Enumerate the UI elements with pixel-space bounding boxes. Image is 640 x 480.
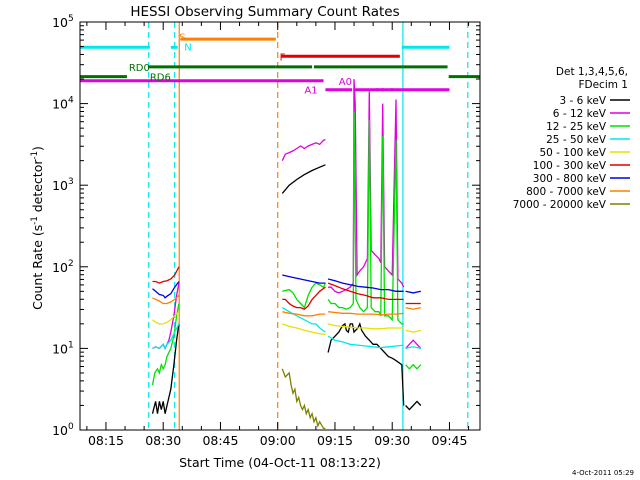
series-4-segment-1 (282, 323, 326, 336)
series-2-segment-0 (151, 303, 180, 386)
legend-label: 6 - 12 keV (553, 108, 607, 120)
series-7-segment-0 (152, 294, 180, 305)
x-tick-label: 09:00 (260, 433, 296, 448)
series-3-segment-2 (327, 335, 404, 349)
annotation-n: N (184, 42, 191, 53)
series-7-segment-1 (282, 311, 326, 317)
series-7-segment-3 (405, 306, 421, 310)
legend-label: 100 - 300 keV (533, 160, 607, 172)
series-2 (151, 111, 422, 386)
series-4-segment-2 (327, 323, 404, 330)
series-3-segment-3 (405, 346, 421, 350)
series-1-segment-2 (328, 79, 405, 294)
series-0-segment-0 (151, 323, 180, 414)
series-6-segment-1 (282, 274, 326, 284)
annotation-rd0: RD0 (129, 63, 150, 74)
y-tick-exponent: 2 (68, 259, 74, 269)
series-0-segment-3 (405, 400, 422, 411)
legend-label: 12 - 25 keV (546, 121, 607, 133)
footer-date: 4-Oct-2011 05:29 (572, 469, 634, 477)
series-5 (152, 266, 421, 310)
series-4 (152, 311, 421, 336)
legend-label: 800 - 7000 keV (526, 186, 607, 198)
series-5-segment-1 (282, 286, 326, 310)
series-4-segment-3 (405, 329, 421, 333)
y-tick-exponent: 4 (68, 96, 74, 106)
y-tick-label: 10 (52, 15, 68, 30)
series-3-segment-0 (152, 323, 180, 350)
y-tick-label: 10 (52, 341, 68, 356)
series-0-segment-1 (281, 164, 326, 194)
y-tick-label: 10 (52, 97, 68, 112)
series-0-segment-2 (327, 322, 405, 406)
y-axis-label: Count Rate (s-1 detector-1) (30, 146, 45, 310)
x-tick-label: 09:15 (317, 433, 353, 448)
y-tick-label: 10 (52, 260, 68, 275)
y-tick-exponent: 5 (68, 14, 74, 24)
x-tick-label: 09:30 (374, 433, 410, 448)
legend-label: 300 - 800 keV (533, 173, 607, 185)
series-2-segment-3 (405, 363, 422, 370)
legend-label: 3 - 6 keV (559, 95, 606, 107)
series-0 (151, 164, 422, 414)
x-tick-label: 09:45 (431, 433, 467, 448)
series-7 (152, 294, 421, 317)
chart-title: HESSI Observing Summary Count Rates (130, 4, 399, 20)
series-6-segment-0 (152, 281, 180, 299)
y-tick-exponent: 0 (68, 422, 74, 432)
time-markers (148, 22, 469, 430)
legend-label: 50 - 100 keV (539, 147, 606, 159)
attenuator-bars (80, 37, 480, 92)
series-4-segment-0 (152, 311, 180, 325)
y-tick-label: 10 (52, 423, 68, 438)
x-axis: 08:15 08:30 08:45 09:00 09:15 09:30 09:45 (86, 22, 470, 448)
series-8 (281, 368, 326, 430)
x-tick-label: 08:15 (88, 433, 124, 448)
series-1-segment-1 (281, 138, 326, 161)
legend-label: 7000 - 20000 keV (513, 199, 607, 211)
series-8-segment-0 (281, 368, 326, 430)
y-tick-exponent: 1 (68, 340, 74, 350)
annotation-s: S (179, 33, 185, 44)
series-5-segment-2 (327, 282, 404, 301)
plot-frame (79, 21, 481, 431)
series-2-segment-1 (282, 282, 326, 309)
series-3 (152, 307, 421, 350)
legend-header-line: Det 1,3,4,5,6, (556, 66, 628, 78)
x-tick-label: 08:45 (202, 433, 238, 448)
series-6-segment-3 (405, 290, 421, 294)
x-axis-label: Start Time (04-Oct-11 08:13:22) (179, 455, 381, 470)
x-tick-label: 08:30 (145, 433, 181, 448)
annotation-f: F (280, 52, 286, 63)
annotation-rd6: RD6 (150, 73, 171, 84)
y-tick-exponent: 3 (68, 177, 74, 187)
y-tick-label: 10 (52, 178, 68, 193)
series-2-segment-2 (327, 111, 404, 325)
series-7-segment-2 (328, 311, 404, 316)
series-6 (152, 274, 421, 299)
legend-label: 25 - 50 keV (546, 134, 607, 146)
legend-header-line: FDecim 1 (578, 79, 628, 91)
series-3-segment-1 (281, 307, 326, 333)
annotation-a1: A1 (304, 86, 317, 97)
series-lines (151, 79, 422, 430)
annotation-a0: A0 (339, 77, 352, 88)
series-6-segment-2 (327, 278, 404, 292)
series-5-segment-0 (152, 266, 180, 284)
series-1-segment-3 (405, 339, 422, 349)
